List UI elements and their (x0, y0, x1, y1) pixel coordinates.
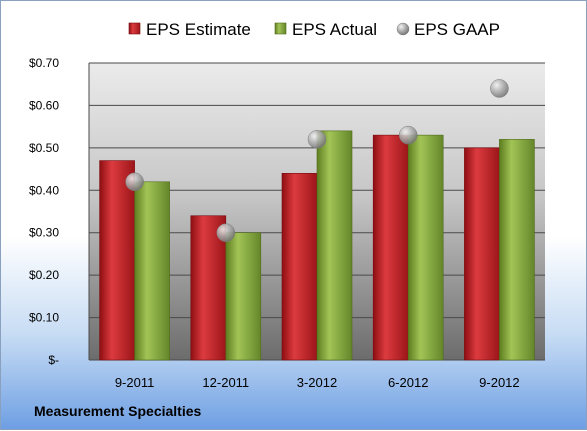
x-tick-label: 9-2011 (115, 375, 155, 390)
y-tick-label: $0.10 (29, 311, 59, 325)
legend-swatch (274, 22, 287, 35)
y-tick-label: $0.70 (29, 56, 59, 70)
bar-eps-actual (316, 130, 353, 361)
bar-eps-estimate (464, 147, 500, 361)
bar-eps-estimate (372, 134, 409, 361)
bar-eps-actual (407, 134, 444, 361)
legend: EPS Estimate EPS Actual EPS GAAP (128, 20, 500, 39)
bar-eps-actual (134, 181, 170, 361)
x-tick-label: 9-2012 (479, 375, 519, 390)
x-tick-label: 3-2012 (297, 375, 337, 390)
marker-eps-gaap (398, 125, 418, 145)
x-tick-label: 6-2012 (388, 375, 428, 390)
legend-label: EPS Actual (292, 20, 377, 39)
marker-eps-gaap (307, 130, 327, 149)
bar-eps-actual (225, 232, 262, 361)
bar-eps-estimate (281, 173, 318, 361)
marker-eps-gaap (490, 79, 509, 98)
marker-eps-gaap (125, 172, 144, 192)
legend-label: EPS Estimate (146, 20, 251, 39)
company-name: Measurement Specialties (34, 403, 202, 419)
x-axis-ticks: 9-2011 12-2011 3-2012 6-2012 9-2012 (115, 375, 520, 390)
y-tick-label: $0.60 (29, 98, 59, 112)
bar-eps-estimate (99, 160, 135, 361)
marker-eps-gaap (216, 223, 236, 242)
y-tick-label: $0.40 (29, 183, 59, 197)
legend-label: EPS GAAP (414, 20, 500, 39)
legend-swatch (396, 22, 410, 36)
legend-swatch (128, 22, 141, 35)
y-tick-label: $0.50 (29, 141, 59, 155)
y-tick-label: $0.20 (29, 268, 59, 282)
x-tick-label: 12-2011 (202, 375, 249, 390)
y-tick-label: $0.30 (29, 226, 59, 240)
gaap-markers (125, 79, 509, 242)
y-tick-label: $- (48, 353, 59, 367)
y-axis-ticks: $0.70 $0.60 $0.50 $0.40 $0.30 $0.20 $0.10 $- (29, 56, 59, 367)
bars (99, 130, 535, 361)
bar-eps-actual (499, 139, 535, 361)
